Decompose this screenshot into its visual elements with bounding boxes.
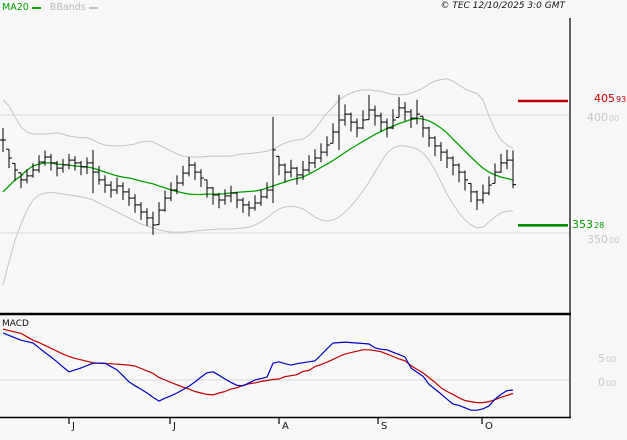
legend: MA20 BBands bbox=[2, 2, 98, 13]
month-label: J bbox=[173, 421, 176, 432]
macd-5-decimals: 00 bbox=[606, 354, 617, 364]
price-axis-label-400: 400 00 bbox=[587, 112, 619, 124]
last-price-main: 405 bbox=[594, 92, 615, 105]
macd-panel-label: MACD bbox=[2, 319, 29, 329]
macd-line bbox=[2, 332, 514, 411]
bollinger-upper-band bbox=[2, 78, 514, 158]
month-label: S bbox=[381, 421, 388, 432]
alert-price-label: 353 28 bbox=[572, 219, 604, 231]
legend-ma20-label: MA20 bbox=[2, 2, 29, 13]
ma20-line bbox=[2, 117, 514, 196]
macd-5-main: 5 bbox=[598, 352, 605, 365]
macd-0-main: 0 bbox=[598, 376, 605, 389]
last-price-decimals: 93 bbox=[616, 94, 627, 104]
axis-350-decimals: 00 bbox=[609, 235, 620, 245]
copyright-text: © TEC 12/10/2025 3:0 GMT bbox=[440, 1, 565, 11]
month-label: J bbox=[72, 421, 75, 432]
bollinger-lower-band bbox=[2, 145, 513, 286]
alert-price-decimals: 28 bbox=[594, 220, 605, 230]
month-label: A bbox=[282, 421, 289, 432]
bbands-legend-dash-icon bbox=[88, 6, 98, 9]
axis-400-main: 400 bbox=[587, 111, 608, 124]
macd-axis-label-0: 0 00 bbox=[598, 377, 616, 389]
macd-0-decimals: 00 bbox=[606, 378, 617, 388]
macd-signal-line bbox=[2, 328, 514, 404]
price-axis-label-350: 350 00 bbox=[587, 234, 619, 246]
axis-400-decimals: 00 bbox=[609, 113, 620, 123]
legend-bbands-label: BBands bbox=[49, 2, 86, 13]
macd-axis-label-5: 5 00 bbox=[598, 353, 616, 365]
ma20-legend-dash-icon bbox=[31, 6, 41, 9]
axis-350-main: 350 bbox=[587, 233, 608, 246]
month-label: O bbox=[485, 421, 493, 432]
last-price-label: 405 93 bbox=[594, 93, 626, 105]
alert-price-main: 353 bbox=[572, 218, 593, 231]
